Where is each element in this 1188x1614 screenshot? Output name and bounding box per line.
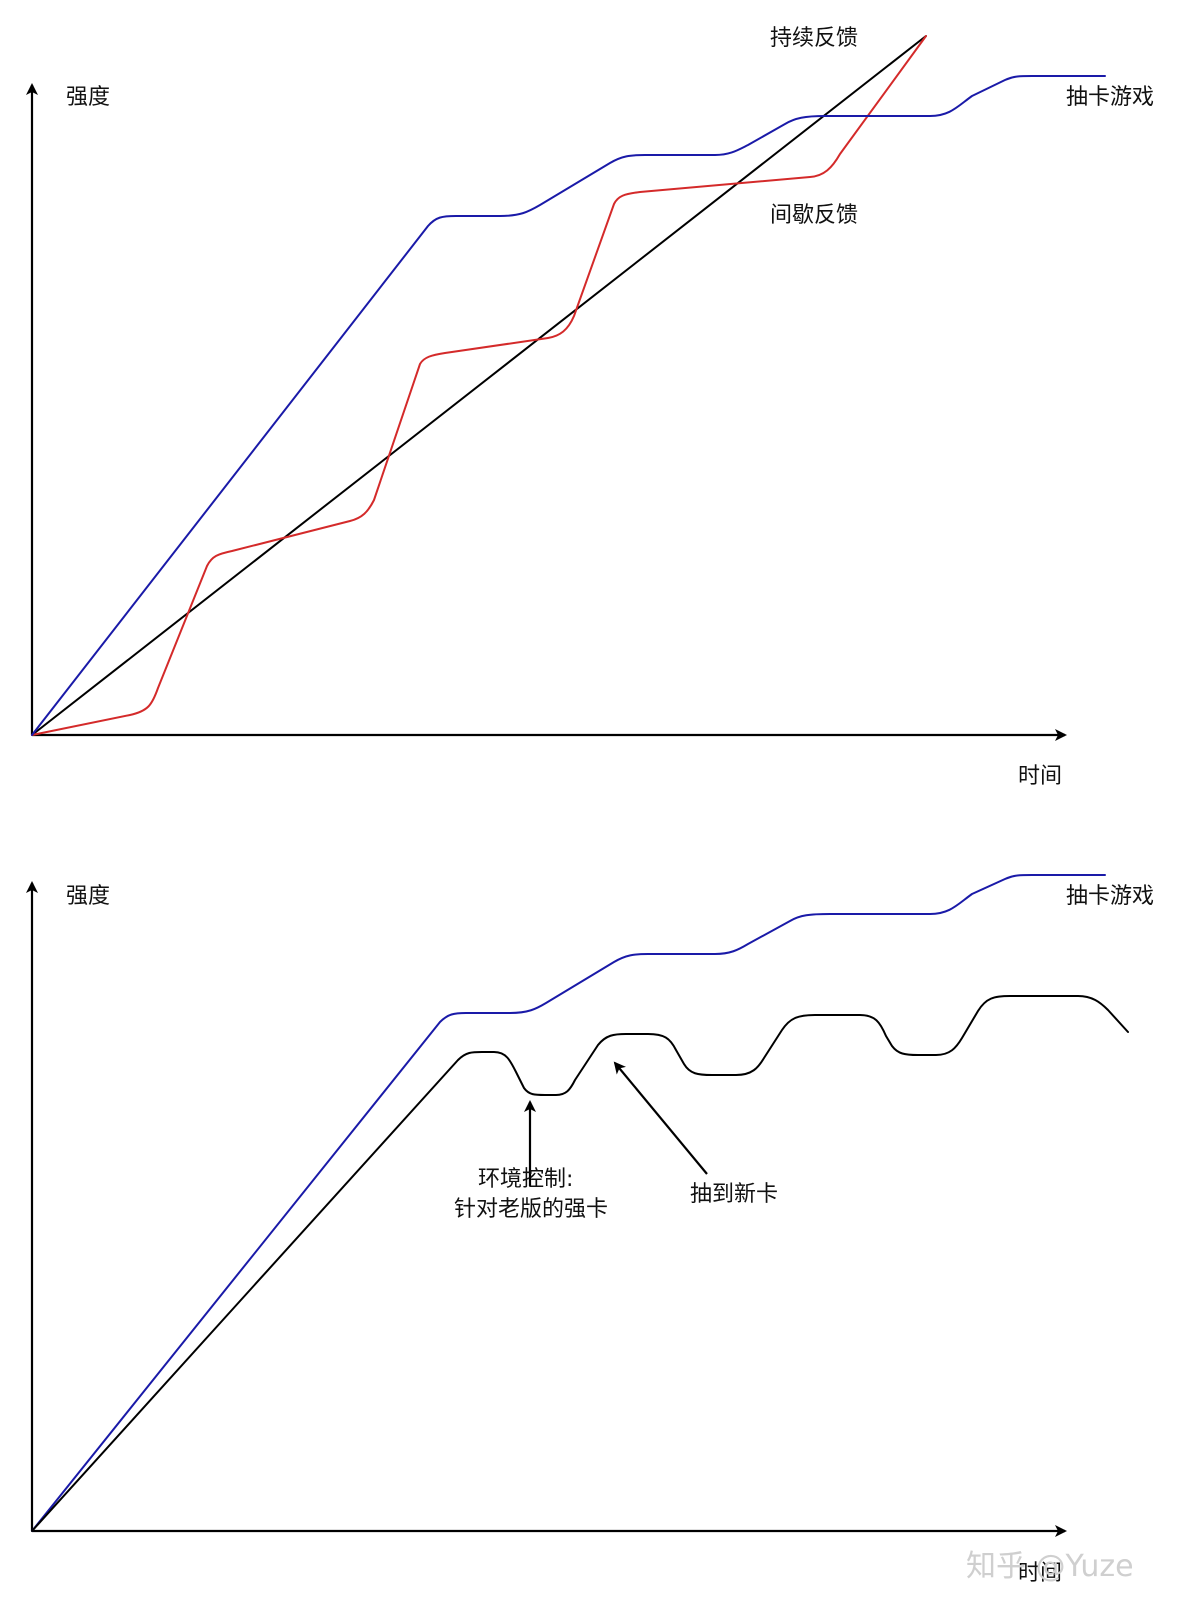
new-card-label: 抽到新卡 (690, 1182, 778, 1207)
bottom-gacha-game-label: 抽卡游戏 (1066, 884, 1154, 909)
top-chart: 强度 时间 持续反馈 间歇反馈 抽卡游戏 (26, 26, 1154, 789)
top-x-axis-label: 时间 (1018, 764, 1062, 789)
continuous-feedback-label: 持续反馈 (770, 26, 858, 51)
watermark: 知乎 @Yuze (966, 1549, 1134, 1584)
environment-strength-curve (31, 995, 1129, 1532)
top-y-axis-label: 强度 (66, 85, 110, 110)
environment-control-label-line1: 环境控制: (478, 1167, 573, 1192)
intermittent-feedback-curve (31, 35, 927, 736)
intermittent-feedback-label: 间歇反馈 (770, 203, 858, 228)
bottom-x-axis-label: 时间 (1018, 1561, 1062, 1586)
environment-control-label-line2: 针对老版的强卡 (454, 1197, 608, 1222)
bottom-y-axis-label: 强度 (66, 884, 110, 909)
new-card-arrow (613, 1061, 708, 1175)
bottom-chart: 强度 时间 抽卡游戏 环境控制: 针对老版的强卡 抽到新卡 (26, 874, 1154, 1586)
gacha-game-curve (31, 75, 1106, 736)
bottom-gacha-game-curve (31, 874, 1106, 1532)
top-gacha-game-label: 抽卡游戏 (1066, 85, 1154, 110)
continuous-feedback-curve (31, 35, 927, 736)
